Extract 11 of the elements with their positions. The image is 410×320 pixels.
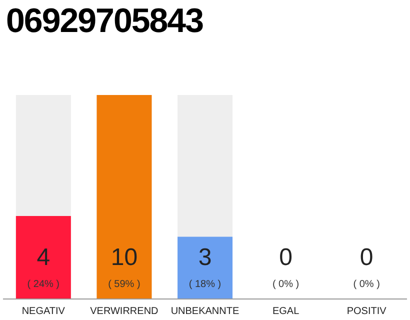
data-label: 10 ( 59% )	[108, 244, 140, 290]
x-tick-label: POSITIV	[346, 306, 387, 318]
x-tick-label: NEGATIV	[22, 306, 66, 318]
data-label: 0 ( 0% )	[272, 244, 300, 290]
data-label: 4 ( 24% )	[27, 244, 60, 290]
x-tick-label: VERWIRREND	[90, 306, 158, 318]
x-tick-label: EGAL	[272, 306, 300, 318]
data-label: 3 ( 18% )	[188, 244, 222, 290]
chart-title: 06929705843	[6, 2, 204, 41]
x-tick-label: UNBEKANNTE	[170, 306, 240, 318]
data-label: 0 ( 0% )	[353, 244, 380, 290]
